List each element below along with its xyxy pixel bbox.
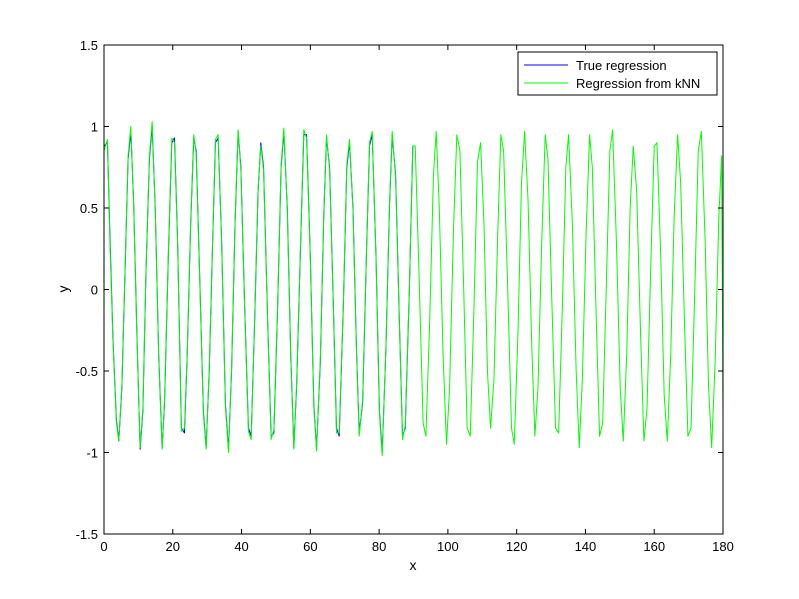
x-tick-label: 100	[437, 539, 459, 554]
legend-box	[517, 51, 718, 96]
x-tick-label: 0	[100, 539, 107, 554]
x-tick-label: 140	[575, 539, 597, 554]
y-axis-label: y	[55, 286, 71, 293]
x-tick-label: 180	[712, 539, 734, 554]
y-tick-label: -1.5	[76, 527, 98, 542]
x-tick-label: 60	[303, 539, 317, 554]
y-tick-label: 1	[91, 120, 98, 135]
y-axis-ticks: -1.5 -1 -0.5 0 0.5 1 1.5	[76, 38, 723, 542]
y-tick-label: 0	[91, 283, 98, 298]
legend: True regression Regression from kNN	[517, 51, 718, 96]
x-tick-label: 120	[506, 539, 528, 554]
x-tick-label: 40	[234, 539, 248, 554]
series-line-1	[103, 121, 724, 457]
y-tick-label: -1	[86, 446, 98, 461]
x-axis-label: x	[410, 557, 417, 573]
x-axis-ticks: 0 20 40 60 80 100 120 140 160 180	[100, 45, 734, 554]
series-layer	[103, 121, 724, 457]
legend-label-true-regression: True regression	[576, 58, 667, 73]
y-tick-label: 0.5	[80, 201, 98, 216]
x-tick-label: 20	[166, 539, 180, 554]
x-tick-label: 80	[372, 539, 386, 554]
y-tick-label: -0.5	[76, 364, 98, 379]
y-tick-label: 1.5	[80, 38, 98, 53]
x-tick-label: 160	[643, 539, 665, 554]
legend-label-regression-from-knn: Regression from kNN	[576, 76, 700, 91]
plot-area	[104, 45, 723, 534]
